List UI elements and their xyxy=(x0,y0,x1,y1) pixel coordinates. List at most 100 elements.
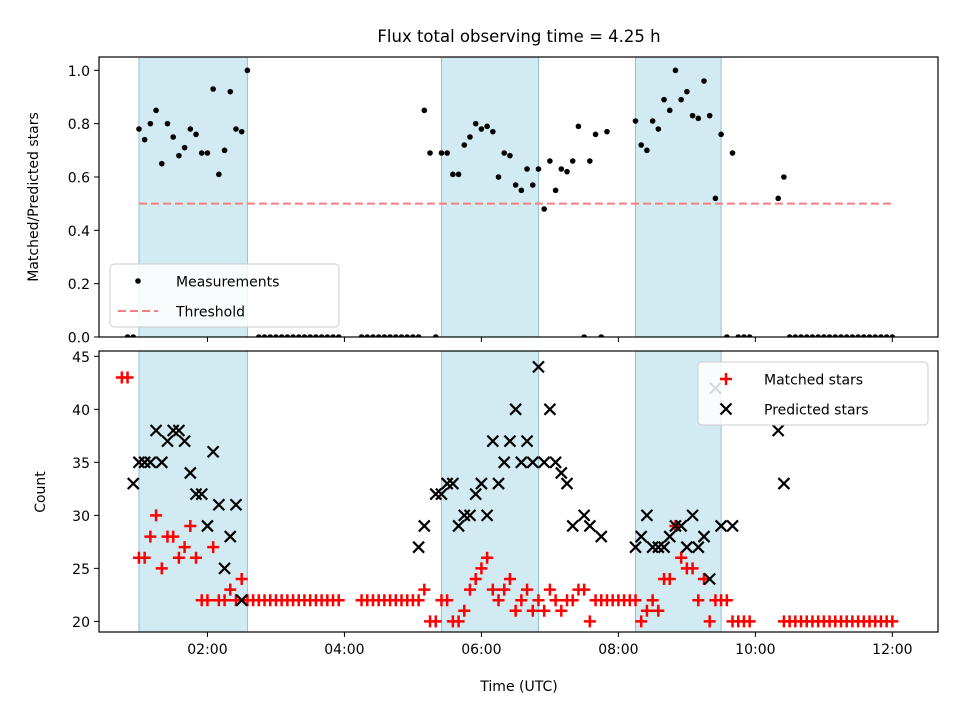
data-point xyxy=(718,131,724,138)
data-point xyxy=(592,131,599,138)
data-point xyxy=(273,334,279,337)
data-point xyxy=(518,187,525,194)
data-point-predicted xyxy=(680,540,694,554)
data-point xyxy=(438,150,445,156)
data-point xyxy=(809,334,816,337)
data-point xyxy=(552,187,559,194)
data-point-predicted xyxy=(663,530,677,543)
data-point xyxy=(455,171,462,178)
data-point xyxy=(729,150,736,156)
top-panel: 0.0 0.2 0.4 0.6 0.8 1.0 Measurements Threshold xyxy=(68,56,939,347)
data-point-predicted xyxy=(566,519,579,533)
data-point-matched xyxy=(509,604,522,617)
data-point xyxy=(638,142,645,148)
data-point xyxy=(335,334,342,337)
data-point xyxy=(284,334,291,337)
data-point-matched xyxy=(720,594,733,607)
data-point xyxy=(261,334,268,337)
data-point-predicted xyxy=(520,434,534,448)
data-point xyxy=(632,118,639,124)
legend-label: Measurements xyxy=(176,275,279,291)
data-point-predicted xyxy=(503,434,517,448)
data-point xyxy=(655,126,662,132)
data-point xyxy=(821,334,827,337)
data-point-predicted xyxy=(223,530,237,543)
data-point-matched xyxy=(526,604,539,617)
data-point xyxy=(501,150,508,156)
data-point-matched xyxy=(578,583,591,596)
data-point xyxy=(318,334,325,337)
data-point-matched xyxy=(121,371,134,384)
data-point xyxy=(313,334,319,337)
data-point-matched xyxy=(218,594,231,607)
data-point xyxy=(256,334,262,337)
shaded-interval xyxy=(440,351,539,632)
data-point-matched xyxy=(429,615,442,628)
data-point-predicted xyxy=(497,456,511,469)
data-point xyxy=(216,171,222,178)
data-point xyxy=(803,334,810,337)
x-tick-label: 12:00 xyxy=(872,642,912,658)
data-point xyxy=(512,182,519,188)
data-point xyxy=(678,96,684,103)
data-point xyxy=(130,334,137,337)
data-point xyxy=(541,206,547,212)
axes-frame xyxy=(98,350,939,633)
legend-marker-x xyxy=(719,402,733,416)
data-point xyxy=(495,174,502,180)
data-point-predicted xyxy=(138,456,151,469)
data-point-predicted xyxy=(492,477,505,490)
data-point-matched xyxy=(178,541,191,554)
data-point xyxy=(649,118,656,124)
data-point-matched xyxy=(635,615,648,628)
data-point-predicted xyxy=(515,456,528,469)
data-point-predicted xyxy=(161,434,174,448)
bottom-panel: 20 25 30 35 40 45 02:00 04:00 06:00 08:00 10:00 12:… xyxy=(72,350,939,658)
data-point-matched xyxy=(184,519,197,532)
data-point xyxy=(124,334,131,337)
shaded-interval xyxy=(635,57,722,337)
data-point xyxy=(193,131,199,138)
data-point-predicted xyxy=(657,540,671,554)
data-point xyxy=(781,174,787,180)
x-tick-label: 04:00 xyxy=(324,642,364,658)
data-point xyxy=(387,334,393,337)
data-point-predicted xyxy=(458,509,471,522)
y-tick-label: 45 xyxy=(72,350,90,366)
data-point xyxy=(227,88,234,95)
data-point-predicted xyxy=(697,530,711,543)
data-point xyxy=(735,334,742,337)
data-point-predicted xyxy=(184,466,197,480)
data-point-predicted xyxy=(446,477,460,490)
series-predicted-stars xyxy=(126,360,791,607)
data-point xyxy=(558,166,565,172)
data-point xyxy=(381,334,388,337)
data-point xyxy=(792,334,799,337)
plot-area xyxy=(124,57,896,337)
data-point-predicted xyxy=(452,519,465,533)
data-point xyxy=(644,147,650,154)
plot-area xyxy=(115,351,899,632)
data-point-matched xyxy=(138,551,151,564)
data-point-predicted xyxy=(560,477,574,490)
x-tick-label: 10:00 xyxy=(735,642,775,658)
data-point-predicted xyxy=(777,477,791,490)
data-point xyxy=(421,107,428,114)
y-tick-label: 0.2 xyxy=(68,277,90,293)
data-point xyxy=(569,158,576,164)
y-tick-label: 25 xyxy=(72,562,90,578)
data-point-predicted xyxy=(555,466,568,480)
y-tick-label: 0.8 xyxy=(68,117,90,133)
data-point-predicted xyxy=(640,509,654,522)
data-point-predicted xyxy=(469,487,482,501)
data-point-matched xyxy=(675,551,688,564)
x-tick-label: 02:00 xyxy=(187,642,227,658)
data-point xyxy=(883,334,890,337)
data-point-matched xyxy=(475,562,488,575)
data-point xyxy=(295,334,302,337)
x-tick-label: 06:00 xyxy=(461,642,501,658)
y-tick-label: 40 xyxy=(72,403,90,419)
data-point xyxy=(301,334,308,337)
data-point xyxy=(330,334,336,337)
data-point xyxy=(290,334,296,337)
